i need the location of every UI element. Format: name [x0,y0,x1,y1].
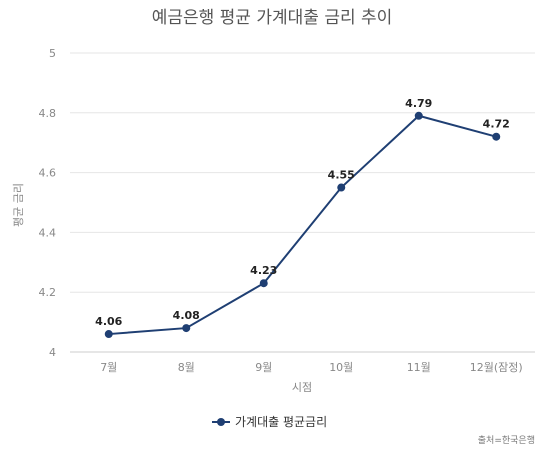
chart-title: 예금은행 평균 가계대출 금리 추이 [152,8,393,28]
y-tick-label: 4.4 [39,226,57,239]
data-label: 4.08 [173,309,200,322]
data-point[interactable] [337,183,346,192]
x-tick-label: 7월 [100,361,117,374]
data-label: 4.06 [95,315,122,328]
y-axis-ticks: 4 4.2 4.4 4.6 4.8 5 [39,47,57,359]
source-note: 출처=한국은행 [478,434,535,446]
x-axis-label: 시점 [292,381,312,394]
y-tick-label: 4 [49,346,56,359]
data-label: 4.79 [405,97,432,110]
data-point[interactable] [104,330,113,339]
gridlines [70,52,535,353]
legend-dot-marker [217,418,225,426]
legend[interactable]: 가계대출 평균금리 [212,415,327,429]
series-group: 4.06 4.08 4.23 4.55 4.79 4.72 [95,97,510,339]
data-label: 4.23 [250,264,277,277]
data-point[interactable] [492,132,501,141]
y-tick-label: 4.8 [39,107,57,120]
data-point[interactable] [414,111,423,120]
y-tick-label: 4.6 [39,167,57,180]
y-axis-label: 평균 금리 [12,183,25,227]
x-tick-label: 11월 [407,361,431,374]
x-tick-label: 8월 [178,361,195,374]
data-label: 4.55 [328,169,355,182]
series-line [108,114,497,336]
x-tick-label: 9월 [255,361,272,374]
data-label: 4.72 [483,118,510,131]
data-point[interactable] [259,279,268,288]
x-axis-ticks: 7월 8월 9월 10월 11월 12월(잠정) [100,361,523,374]
x-tick-label: 10월 [329,361,353,374]
legend-label: 가계대출 평균금리 [235,415,327,429]
y-tick-label: 4.2 [39,286,57,299]
y-tick-label: 5 [49,47,56,60]
x-tick-label: 12월(잠정) [470,361,523,374]
data-point[interactable] [182,324,191,333]
